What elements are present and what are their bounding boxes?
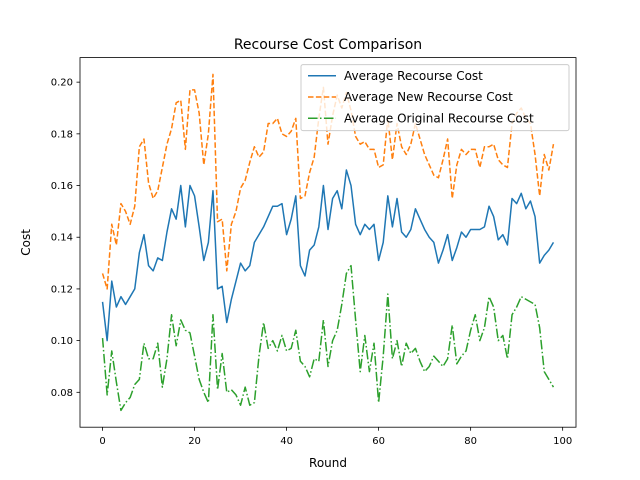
y-tick-label: 0.08 <box>51 388 73 399</box>
x-axis-label: Round <box>309 456 347 470</box>
x-tick-label: 60 <box>372 436 385 447</box>
x-tick-label: 80 <box>464 436 477 447</box>
y-tick-label: 0.20 <box>51 78 73 89</box>
y-axis: 0.08 0.10 0.12 0.14 0.16 0.18 0.20 <box>51 78 80 399</box>
y-tick-label: 0.18 <box>51 129 73 140</box>
x-tick-label: 0 <box>99 436 105 447</box>
chart-title: Recourse Cost Comparison <box>234 37 422 53</box>
legend-box <box>300 64 570 132</box>
legend-label-average-new-recourse-cost: Average New Recourse Cost <box>344 90 513 104</box>
x-tick-label: 100 <box>553 436 572 447</box>
series-line-average-original-recourse-cost <box>101 264 555 412</box>
y-tick-label: 0.14 <box>51 233 73 244</box>
x-tick-label: 40 <box>280 436 293 447</box>
x-tick-label: 20 <box>188 436 201 447</box>
legend-label-average-recourse-cost: Average Recourse Cost <box>344 69 483 83</box>
plot-frame <box>79 57 577 428</box>
y-tick-label: 0.10 <box>51 336 73 347</box>
legend: Average Recourse Cost Average New Recour… <box>300 64 570 132</box>
legend-label-average-original-recourse-cost: Average Original Recourse Cost <box>344 111 534 125</box>
x-axis: 0 20 40 60 80 100 <box>99 427 572 447</box>
series-layer <box>101 73 555 412</box>
y-tick-label: 0.12 <box>51 284 73 295</box>
series-line-average-new-recourse-cost <box>101 73 555 290</box>
series-line-average-recourse-cost <box>101 169 555 342</box>
y-tick-label: 0.16 <box>51 181 73 192</box>
y-axis-label: Cost <box>19 229 33 256</box>
